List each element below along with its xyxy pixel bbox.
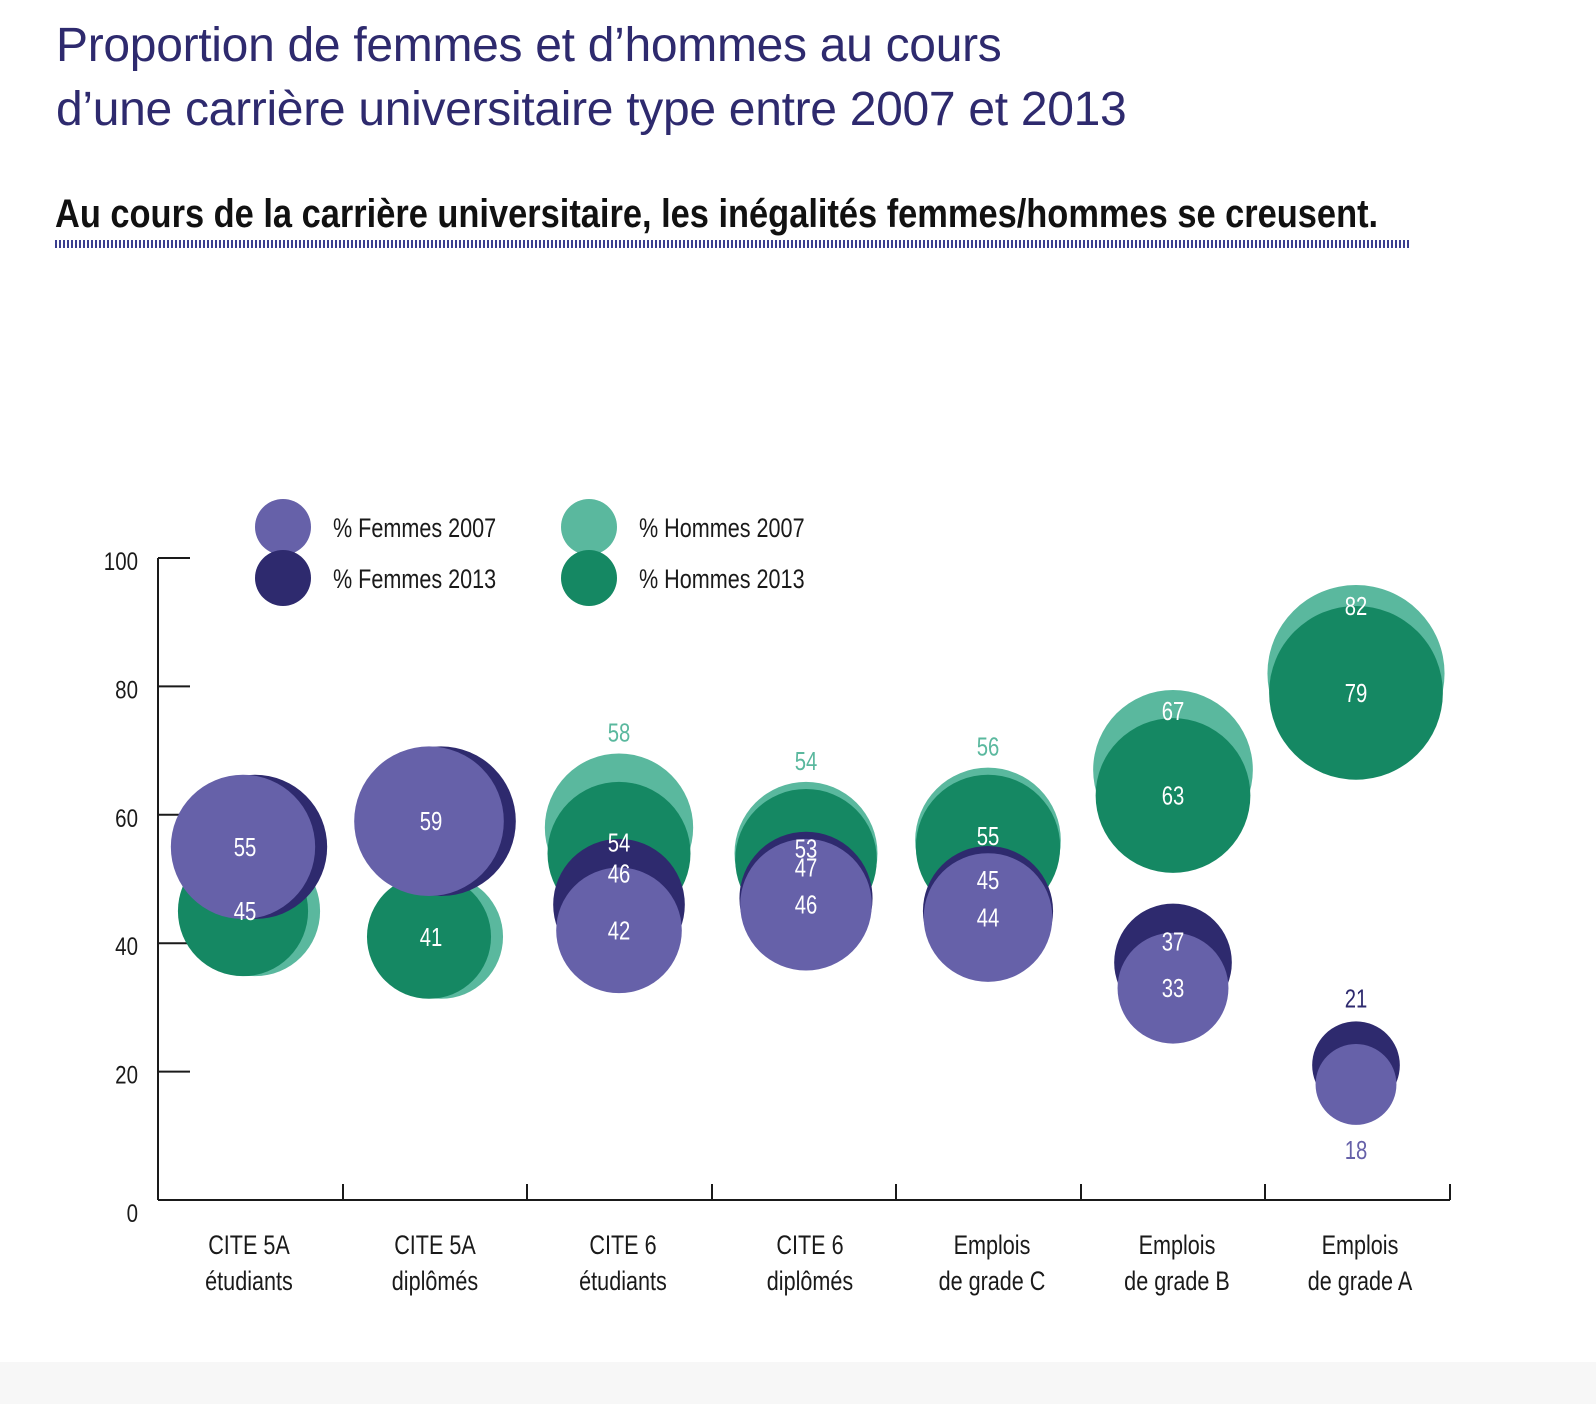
x-category-label: CITE 6 (589, 1231, 656, 1261)
value-label-femmes-2013: 45 (977, 866, 1000, 895)
legend-marker-femmes-2013 (255, 550, 311, 606)
x-category-label: Emplois (1322, 1231, 1399, 1261)
chart-subtitle: Au cours de la carrière universitaire, l… (55, 192, 1379, 236)
chart-axes: 0 20 40 60 80 100 (104, 547, 1451, 1227)
value-label-femmes-2013: 46 (608, 859, 631, 888)
y-tick-label: 100 (104, 547, 138, 575)
bubble-femmes-2007 (923, 853, 1053, 982)
y-tick-label: 60 (115, 804, 138, 832)
value-label-hommes-2007: 82 (1345, 592, 1368, 621)
value-label-hommes-2013: 63 (1162, 781, 1185, 810)
legend-label-hommes-2013: % Hommes 2013 (639, 565, 805, 595)
value-label-femmes-2013: 37 (1162, 927, 1185, 956)
x-category-label: CITE 5A (208, 1231, 290, 1261)
value-label-hommes-2007: 56 (977, 732, 1000, 761)
value-label-hommes-2013: 79 (1345, 678, 1368, 707)
x-category-label: diplômés (392, 1267, 478, 1297)
x-category-label: de grade C (939, 1267, 1046, 1297)
bubble-hommes-2013 (366, 874, 492, 999)
legend-label-femmes-2007: % Femmes 2007 (333, 514, 496, 544)
x-axis-labels: CITE 5A étudiants CITE 5A diplômés CITE 6 étu… (205, 1231, 1413, 1297)
y-tick-label: 0 (127, 1199, 138, 1227)
value-label-hommes-2007: 58 (608, 718, 631, 747)
value-label-hommes-2007: 54 (795, 746, 818, 775)
bubble-femmes-2007 (556, 867, 682, 994)
y-tick-label: 80 (115, 675, 138, 703)
bubble-femmes-2007 (740, 838, 872, 971)
bubble-femmes-2007 (1315, 1044, 1397, 1125)
x-category-label: de grade A (1308, 1267, 1413, 1297)
bubble-femmes-2007 (1117, 932, 1229, 1044)
x-category-label: Emplois (954, 1231, 1031, 1261)
value-label-femmes-2007: 42 (608, 916, 631, 945)
value-label-femmes-2007: 44 (977, 903, 1000, 932)
value-label-femmes-2007: 33 (1162, 974, 1185, 1003)
value-label-femmes-2013: 47 (795, 853, 818, 882)
value-label-femmes-2007: 46 (795, 890, 818, 919)
bubble-femmes-2007 (170, 774, 316, 920)
value-label-femmes-2007: 59 (420, 807, 443, 836)
x-category-label: CITE 5A (394, 1231, 476, 1261)
legend-marker-hommes-2013 (561, 550, 617, 606)
x-category-label: de grade B (1124, 1267, 1230, 1297)
chart-title-line-2: d’une carrière universitaire type entre … (56, 83, 1127, 136)
page-footer-band (0, 1362, 1596, 1404)
value-label-hommes-2013: 45 (234, 897, 257, 926)
legend-label-hommes-2007: % Hommes 2007 (639, 514, 805, 544)
x-category-label: Emplois (1139, 1231, 1216, 1261)
value-labels: 4555415958544642545347465655454467633733… (234, 592, 1368, 1165)
chart-title-line-1: Proportion de femmes et d’hommes au cour… (56, 19, 1002, 72)
legend-marker-hommes-2007 (561, 499, 617, 555)
subtitle-dotted-underline (55, 240, 1410, 248)
value-label-hommes-2007: 67 (1162, 697, 1185, 726)
chart-title: Proportion de femmes et d’hommes au cour… (56, 14, 1456, 142)
value-label-hommes-2013: 54 (608, 828, 631, 857)
legend-marker-femmes-2007 (255, 499, 311, 555)
chart-legend: % Femmes 2007 % Femmes 2013 % Hommes 2007%… (255, 499, 805, 606)
bubble-hommes-2013 (1269, 605, 1443, 780)
x-category-label: étudiants (205, 1267, 293, 1297)
value-label-hommes-2013: 41 (420, 922, 443, 951)
value-label-femmes-2013: 21 (1345, 984, 1368, 1013)
value-label-femmes-2007: 18 (1345, 1135, 1368, 1164)
value-label-hommes-2013: 55 (977, 821, 1000, 850)
bubble-femmes-2007 (354, 746, 504, 897)
x-category-label: étudiants (579, 1267, 667, 1297)
y-tick-label: 20 (115, 1061, 138, 1089)
x-category-label: diplômés (767, 1267, 853, 1297)
value-label-hommes-2013: 53 (795, 834, 818, 863)
y-tick-label: 40 (115, 932, 138, 960)
x-category-label: CITE 6 (776, 1231, 843, 1261)
bubble-hommes-2013 (1095, 718, 1251, 873)
legend-label-femmes-2013: % Femmes 2013 (333, 565, 496, 595)
bubbles-layer-front (170, 746, 1400, 1125)
value-label-femmes-2007: 55 (234, 832, 257, 861)
